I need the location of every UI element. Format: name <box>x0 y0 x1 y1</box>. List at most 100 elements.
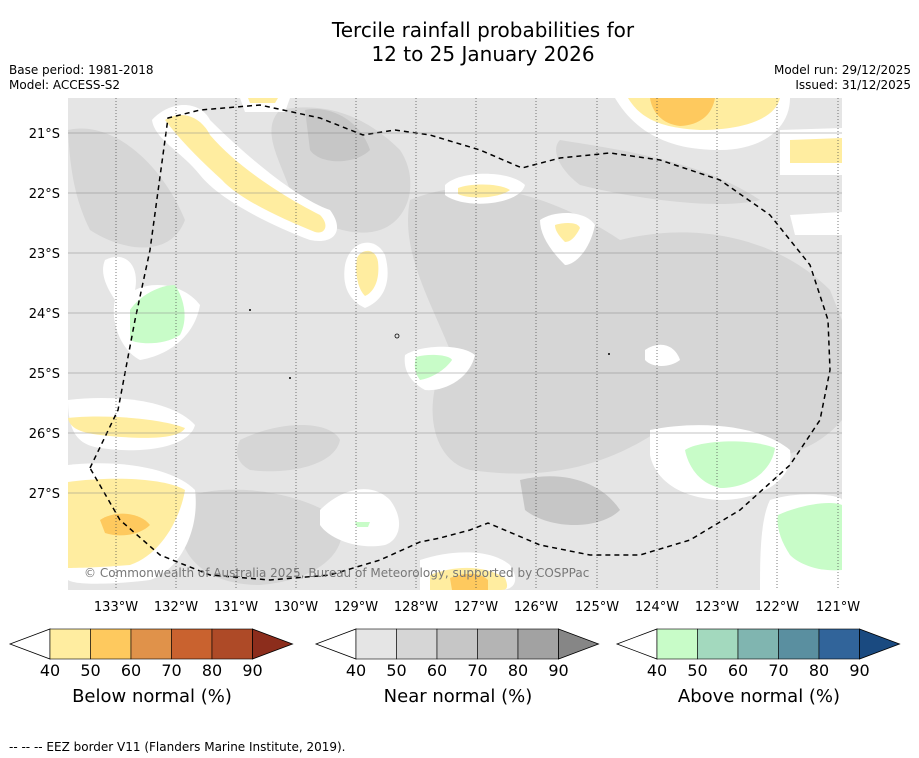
island-marker <box>608 353 610 355</box>
low-probability-region <box>645 344 680 366</box>
colorbar-tick-label: 80 <box>202 661 222 680</box>
lon-label: 133°W <box>94 600 138 615</box>
eez-legend-note: -- -- -- EEZ border V11 (Flanders Marine… <box>9 740 346 754</box>
lon-label: 124°W <box>635 600 679 615</box>
colorbar-extend-high <box>558 628 600 660</box>
colorbar-segment <box>818 628 860 660</box>
colorbar-tick-label: 90 <box>849 661 869 680</box>
colorbar-tick-label: 50 <box>386 661 406 680</box>
colorbar-tick-label: 60 <box>427 661 447 680</box>
colorbar-tick-label: 40 <box>346 661 366 680</box>
colorbar-tick-label: 60 <box>728 661 748 680</box>
colorbar-segment <box>477 628 519 660</box>
lat-label: 25°S <box>29 367 60 382</box>
near-normal-60-region <box>305 109 370 162</box>
colorbars: 40 50 60 70 80 90 40 50 60 70 80 90 40 50 60 70 80 90 <box>8 628 901 680</box>
colorbar-extend-low <box>615 628 658 660</box>
lat-label: 21°S <box>29 127 60 142</box>
probability-field <box>68 98 842 590</box>
below-normal-40-region <box>165 115 326 233</box>
below-normal-40-region <box>458 184 510 198</box>
latitude-gridlines <box>68 132 842 494</box>
colorbar-extend-low <box>8 628 51 660</box>
colorbar-segment <box>396 628 438 660</box>
above-normal-title: Above normal (%) <box>677 686 841 707</box>
below-normal-title: Below normal (%) <box>72 686 232 707</box>
longitude-labels: 133°W 132°W 131°W 130°W 129°W 128°W 127°… <box>94 600 860 615</box>
island-marker <box>289 377 291 379</box>
below-normal-40-region <box>790 138 842 163</box>
colorbar-segment <box>436 628 478 660</box>
island-marker <box>394 333 400 339</box>
colorbar: 40 50 60 70 80 90 <box>314 628 600 680</box>
near-normal-50-region <box>68 128 185 248</box>
colorbar-tick-label: 70 <box>768 661 788 680</box>
lon-label: 122°W <box>755 600 799 615</box>
chart-title: Tercile rainfall probabilities for 12 to… <box>0 18 919 66</box>
colorbar-tick-label: 50 <box>80 661 100 680</box>
colorbar-tick-label: 70 <box>467 661 487 680</box>
below-normal-50-region <box>450 573 488 590</box>
copyright-notice: © Commonwealth of Australia 2025, Bureau… <box>84 566 589 580</box>
colorbar-tick-label: 40 <box>647 661 667 680</box>
island-marker <box>249 309 251 311</box>
colorbar-tick-label: 50 <box>687 661 707 680</box>
meta-right: Model run: 29/12/2025 Issued: 31/12/2025 <box>774 63 911 93</box>
title-line-1: Tercile rainfall probabilities for <box>331 18 635 42</box>
colorbar-tick-label: 70 <box>161 661 181 680</box>
eez-border <box>89 104 831 581</box>
low-probability-region <box>790 212 842 235</box>
colorbar-segment <box>697 628 739 660</box>
lon-label: 129°W <box>334 600 378 615</box>
above-normal-40-region <box>130 285 185 344</box>
near-normal-50-region <box>408 187 842 474</box>
longitude-gridlines <box>115 98 839 590</box>
colorbar-tick-label: 90 <box>548 661 568 680</box>
meta-left: Base period: 1981-2018 Model: ACCESS-S2 <box>9 63 154 93</box>
colorbar-tick-label: 60 <box>121 661 141 680</box>
near-normal-60-region <box>520 476 620 525</box>
model-name: Model: ACCESS-S2 <box>9 78 121 92</box>
below-normal-40-region <box>248 98 278 103</box>
below-normal-40-region <box>68 416 185 438</box>
near-normal-50-region <box>178 489 342 585</box>
colorbar-segment <box>656 628 698 660</box>
issued-date: Issued: 31/12/2025 <box>795 78 911 92</box>
model-run: Model run: 29/12/2025 <box>773 63 911 77</box>
lon-label: 131°W <box>214 600 258 615</box>
colorbar-segment <box>737 628 779 660</box>
colorbar-segment <box>171 628 213 660</box>
near-normal-50-region <box>237 425 340 472</box>
colorbar-tick-label: 80 <box>508 661 528 680</box>
near-normal-50-region <box>556 140 760 205</box>
above-normal-40-region <box>355 522 370 527</box>
lon-label: 125°W <box>575 600 619 615</box>
colorbar: 40 50 60 70 80 90 <box>615 628 901 680</box>
colorbar: 40 50 60 70 80 90 <box>8 628 294 680</box>
above-normal-40-region <box>685 441 775 488</box>
low-probability-region <box>320 489 400 547</box>
colorbar-extend-high <box>252 628 294 660</box>
lon-label: 123°W <box>695 600 739 615</box>
title-line-2: 12 to 25 January 2026 <box>371 42 595 66</box>
lon-label: 126°W <box>514 600 558 615</box>
latitude-labels: 21°S 22°S 23°S 24°S 25°S 26°S 27°S <box>29 127 60 502</box>
colorbar-segment <box>49 628 91 660</box>
lat-label: 27°S <box>29 487 60 502</box>
lat-label: 22°S <box>29 187 60 202</box>
lat-label: 23°S <box>29 247 60 262</box>
below-normal-40-region <box>555 223 580 242</box>
above-normal-40-region <box>414 354 452 380</box>
colorbar-tick-label: 90 <box>242 661 262 680</box>
colorbar-segment <box>211 628 253 660</box>
below-normal-40-region <box>356 250 379 296</box>
colorbar-extend-high <box>859 628 901 660</box>
lon-label: 128°W <box>394 600 438 615</box>
lon-label: 132°W <box>154 600 198 615</box>
colorbar-tick-label: 80 <box>809 661 829 680</box>
base-period: Base period: 1981-2018 <box>9 63 154 77</box>
lat-label: 26°S <box>29 427 60 442</box>
below-normal-50-region <box>650 98 715 126</box>
colorbar-tick-label: 40 <box>40 661 60 680</box>
